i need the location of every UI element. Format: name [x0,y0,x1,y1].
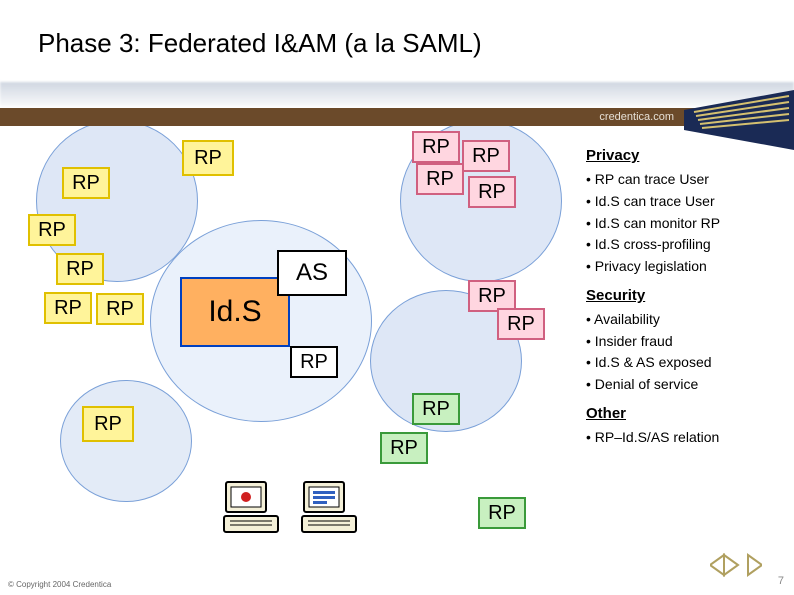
rp-box: RP [416,163,464,195]
rp-box: RP [497,308,545,340]
rp-box: RP [28,214,76,246]
sidebar-bullet: • Id.S can monitor RP [586,213,774,235]
rp-box: RP [44,292,92,324]
sidebar-bullet: • Availability [586,309,774,331]
sidebar-heading-security: Security [586,284,774,307]
rp-box: RP [462,140,510,172]
slide: Phase 3: Federated I&AM (a la SAML) cred… [0,0,794,595]
rp-box: RP [56,253,104,285]
sidebar-bullet: • Insider fraud [586,331,774,353]
sidebar-heading-other: Other [586,402,774,425]
brand-bar: credentica.com [0,108,794,126]
rp-box: RP [96,293,144,325]
rp-box: RP [478,497,526,529]
sidebar-notes: Privacy • RP can trace User • Id.S can t… [586,138,774,449]
sidebar-bullet: • Id.S cross-profiling [586,234,774,256]
rp-box: RP [412,131,460,163]
nav-arrows-icon[interactable] [710,553,762,577]
monitor-icon [300,480,358,536]
decorative-blur [0,82,794,106]
rp-box: RP [412,393,460,425]
rp-box: RP [82,406,134,442]
rp-box: RP [468,176,516,208]
monitor-icon [222,480,280,536]
rp-box: RP [62,167,110,199]
sidebar-bullet: • RP–Id.S/AS relation [586,427,774,449]
sidebar-bullet: • Id.S can trace User [586,191,774,213]
rp-box: RP [290,346,338,378]
brand-text: credentica.com [599,111,674,123]
page-number: 7 [778,575,784,587]
sidebar-bullet: • RP can trace User [586,169,774,191]
rp-box: RP [380,432,428,464]
sidebar-heading-privacy: Privacy [586,144,774,167]
copyright-text: © Copyright 2004 Credentica [8,580,111,589]
rp-box: RP [182,140,234,176]
sidebar-bullet: • Id.S & AS exposed [586,352,774,374]
sidebar-bullet: • Privacy legislation [586,256,774,278]
ids-box: Id.S [180,277,290,347]
sidebar-bullet: • Denial of service [586,374,774,396]
as-box: AS [277,250,347,296]
slide-title: Phase 3: Federated I&AM (a la SAML) [38,28,482,59]
